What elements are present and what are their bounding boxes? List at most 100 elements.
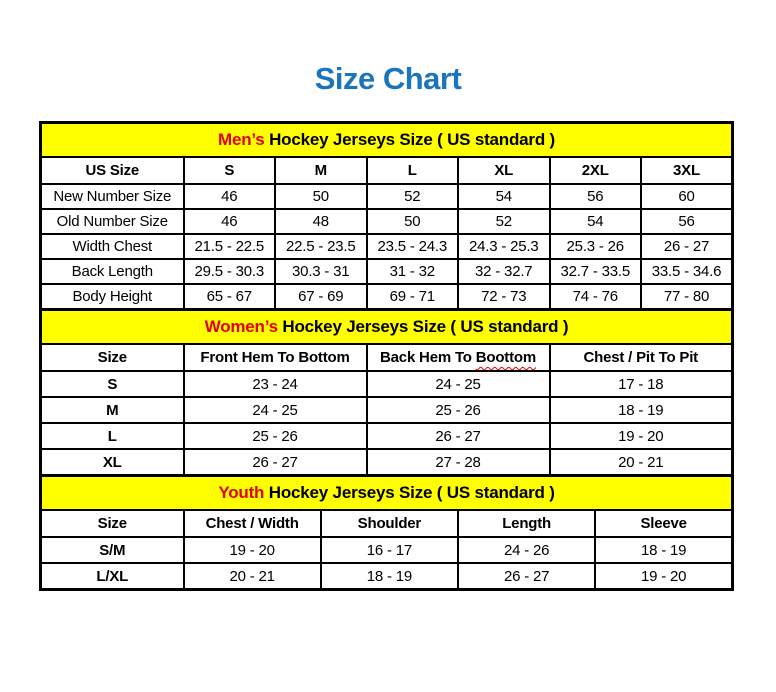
value-cell: 18 - 19	[319, 562, 460, 591]
womens-header-row: Size Front Hem To Bottom Back Hem To Boott…	[39, 343, 734, 372]
value-cell: 56	[548, 183, 642, 210]
womens-size-table: Women’s Hockey Jerseys Size ( US standar…	[39, 308, 734, 477]
value-cell: 72 - 73	[457, 283, 551, 311]
table-row: Old Number Size 46 48 50 52 54 56	[39, 208, 734, 235]
value-cell: 54	[457, 183, 551, 210]
value-cell: 25 - 26	[182, 422, 368, 450]
mens-section-accent-word: Men’s	[218, 130, 265, 149]
row-label: Old Number Size	[39, 208, 185, 235]
value-cell: 50	[365, 208, 459, 235]
mens-section-band: Men’s Hockey Jerseys Size ( US standard …	[39, 121, 734, 158]
value-cell: 24 - 25	[182, 396, 368, 424]
column-header: Sleeve	[594, 509, 734, 538]
womens-section-header: Women’s Hockey Jerseys Size ( US standar…	[39, 308, 734, 345]
value-cell: 24 - 25	[365, 370, 551, 398]
value-cell: 67 - 69	[274, 283, 368, 311]
row-label: S/M	[39, 536, 185, 564]
value-cell: 23.5 - 24.3	[365, 233, 459, 260]
column-header: Chest / Pit To Pit	[548, 343, 734, 372]
column-header: Shoulder	[319, 509, 460, 538]
value-cell: 46	[182, 183, 276, 210]
value-cell: 29.5 - 30.3	[182, 258, 276, 285]
column-header: Length	[456, 509, 597, 538]
mens-section-title-text: Hockey Jerseys Size ( US standard )	[264, 130, 555, 149]
value-cell: 20 - 21	[548, 448, 734, 477]
column-header: XL	[457, 156, 551, 185]
value-cell: 32.7 - 33.5	[548, 258, 642, 285]
value-cell: 23 - 24	[182, 370, 368, 398]
table-row: New Number Size 46 50 52 54 56 60	[39, 183, 734, 210]
value-cell: 26 - 27	[456, 562, 597, 591]
row-label: M	[39, 396, 185, 424]
value-cell: 26 - 27	[182, 448, 368, 477]
value-cell: 18 - 19	[594, 536, 734, 564]
mens-size-table: Men’s Hockey Jerseys Size ( US standard …	[39, 121, 734, 311]
value-cell: 17 - 18	[548, 370, 734, 398]
value-cell: 19 - 20	[548, 422, 734, 450]
value-cell: 46	[182, 208, 276, 235]
column-header: US Size	[39, 156, 185, 185]
value-cell: 48	[274, 208, 368, 235]
table-row: XL 26 - 27 27 - 28 20 - 21	[39, 448, 734, 477]
youth-section-title-text: Hockey Jerseys Size ( US standard )	[264, 483, 555, 502]
value-cell: 24 - 26	[456, 536, 597, 564]
value-cell: 74 - 76	[548, 283, 642, 311]
row-label: Back Length	[39, 258, 185, 285]
value-cell: 56	[640, 208, 734, 235]
column-header: 3XL	[640, 156, 734, 185]
value-cell: 77 - 80	[640, 283, 734, 311]
size-tables: Men’s Hockey Jerseys Size ( US standard …	[39, 121, 734, 591]
table-row: Back Length 29.5 - 30.3 30.3 - 31 31 - 32 32…	[39, 258, 734, 285]
table-row: M 24 - 25 25 - 26 18 - 19	[39, 396, 734, 424]
youth-section-band: Youth Hockey Jerseys Size ( US standard …	[39, 474, 734, 511]
value-cell: 18 - 19	[548, 396, 734, 424]
column-header: Back Hem To Boottom	[365, 343, 551, 372]
value-cell: 26 - 27	[640, 233, 734, 260]
value-cell: 20 - 21	[182, 562, 322, 591]
value-cell: 52	[365, 183, 459, 210]
row-label: L	[39, 422, 185, 450]
value-cell: 52	[457, 208, 551, 235]
value-cell: 69 - 71	[365, 283, 459, 311]
value-cell: 16 - 17	[319, 536, 460, 564]
row-label: S	[39, 370, 185, 398]
value-cell: 25.3 - 26	[548, 233, 642, 260]
column-header: Size	[39, 343, 185, 372]
value-cell: 19 - 20	[182, 536, 322, 564]
value-cell: 33.5 - 34.6	[640, 258, 734, 285]
value-cell: 32 - 32.7	[457, 258, 551, 285]
value-cell: 24.3 - 25.3	[457, 233, 551, 260]
value-cell: 30.3 - 31	[274, 258, 368, 285]
page-title: Size Chart	[314, 61, 462, 96]
table-row: L 25 - 26 26 - 27 19 - 20	[39, 422, 734, 450]
value-cell: 27 - 28	[365, 448, 551, 477]
mens-section-header: Men’s Hockey Jerseys Size ( US standard …	[39, 121, 734, 158]
column-header: Size	[39, 509, 185, 538]
womens-section-accent-word: Women’s	[204, 317, 278, 336]
value-cell: 19 - 20	[594, 562, 734, 591]
value-cell: 25 - 26	[365, 396, 551, 424]
value-cell: 54	[548, 208, 642, 235]
youth-header-row: Size Chest / Width Shoulder Length Sleeve	[39, 509, 734, 538]
column-header: 2XL	[548, 156, 642, 185]
table-row: L/XL 20 - 21 18 - 19 26 - 27 19 - 20	[39, 562, 734, 591]
table-row: Width Chest 21.5 - 22.5 22.5 - 23.5 23.5 - …	[39, 233, 734, 260]
row-label: New Number Size	[39, 183, 185, 210]
value-cell: 22.5 - 23.5	[274, 233, 368, 260]
youth-section-header: Youth Hockey Jerseys Size ( US standard …	[39, 474, 734, 511]
column-header: Front Hem To Bottom	[182, 343, 368, 372]
row-label: L/XL	[39, 562, 185, 591]
row-label: Body Height	[39, 283, 185, 311]
table-row: S 23 - 24 24 - 25 17 - 18	[39, 370, 734, 398]
column-header: Chest / Width	[182, 509, 322, 538]
youth-section-accent-word: Youth	[218, 483, 265, 502]
misspelled-word-wavy-underline: Boottom	[475, 349, 536, 366]
womens-section-title-text: Hockey Jerseys Size ( US standard )	[277, 317, 569, 336]
table-row: S/M 19 - 20 16 - 17 24 - 26 18 - 19	[39, 536, 734, 564]
value-cell: 31 - 32	[365, 258, 459, 285]
value-cell: 21.5 - 22.5	[182, 233, 276, 260]
row-label: Width Chest	[39, 233, 185, 260]
value-cell: 65 - 67	[182, 283, 276, 311]
column-header: L	[365, 156, 459, 185]
mens-header-row: US Size S M L XL 2XL 3XL	[39, 156, 734, 185]
